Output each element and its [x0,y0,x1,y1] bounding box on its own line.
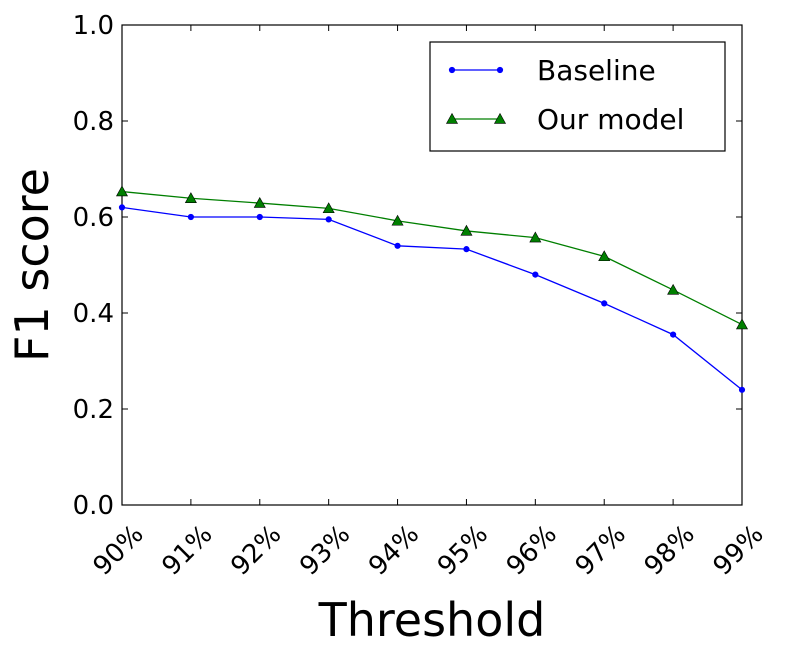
data-point [187,213,194,221]
data-point [391,214,404,226]
data-point [670,331,677,338]
x-tick-label: 91% [156,519,218,581]
x-axis-title: Threshold [318,593,546,647]
legend-marker [493,112,507,124]
y-tick-label: 0.4 [73,299,114,329]
legend: Baseline Our model [429,41,726,152]
x-tick-label: 93% [294,519,356,581]
legend-marker [496,66,504,74]
x-tick-label: 90% [88,519,150,581]
legend-marker [448,66,456,74]
x-tick-label: 97% [570,519,632,581]
data-point [256,213,263,221]
series-our-model [115,185,749,330]
y-axis: 0.0 0.2 0.4 0.6 0.8 1.0 [73,11,742,521]
data-point [394,242,401,249]
series-line [121,190,743,326]
data-point [115,185,129,197]
series-layer [115,185,749,393]
y-tick-label: 0.2 [73,395,114,425]
x-tick-label: 99% [708,519,770,581]
data-point [738,386,746,393]
data-point [118,204,126,211]
legend-box [429,41,726,152]
data-point [325,216,332,223]
series-line [121,206,743,391]
y-tick-label: 0.6 [73,203,114,233]
data-point [184,192,197,203]
series-baseline [118,204,746,393]
data-point [253,196,266,208]
legend-label: Baseline [537,54,656,87]
y-tick-label: 1.0 [73,11,114,41]
data-point [460,224,473,236]
y-tick-label: 0.0 [73,491,114,521]
legend-entry: Baseline [448,54,656,87]
x-tick-label: 94% [363,519,425,581]
data-point [532,271,539,278]
data-point [598,250,611,262]
y-axis-title: F1 score [5,168,59,362]
x-tick-label: 92% [225,519,287,581]
data-point [667,283,680,295]
data-point [322,202,335,214]
x-tick-label: 98% [639,519,701,581]
data-point [601,300,608,307]
legend-marker [445,112,459,124]
x-tick-label: 95% [432,519,494,581]
y-tick-label: 0.8 [73,107,114,137]
legend-entry: Our model [445,103,684,136]
data-point [735,318,749,330]
data-point [463,246,470,253]
x-tick-label: 96% [501,519,563,581]
legend-label: Our model [537,103,684,136]
data-point [529,231,542,243]
